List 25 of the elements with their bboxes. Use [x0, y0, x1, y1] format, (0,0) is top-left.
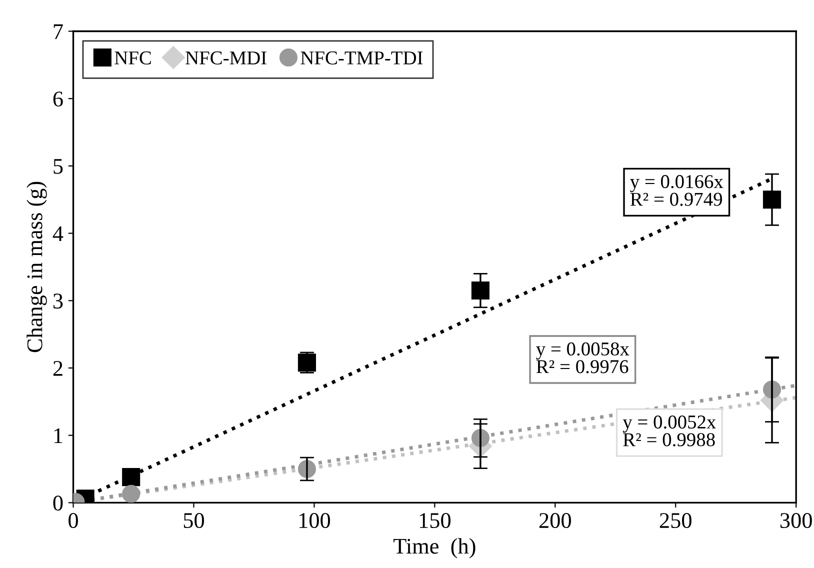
y-tick-label: 6 [53, 92, 63, 107]
annotation: y = 0.0058x R² = 0.9976 [536, 342, 630, 374]
annotation: y = 0.0052x R² = 0.9988 [622, 415, 716, 446]
x-tick-label: 0 [68, 513, 78, 528]
y-tick-label: 3 [53, 294, 63, 309]
x-axis-title: Time (h) [394, 538, 476, 558]
y-axis-title: Change in mass (g) [26, 182, 47, 352]
y-tick-label: 2 [53, 360, 62, 376]
y-tick-label: 0 [53, 496, 63, 511]
legend-label: NFC-MDI [186, 51, 266, 64]
x-tick-label: 200 [539, 513, 571, 528]
legend-label: NFC-TMP-TDI [300, 51, 423, 64]
y-tick-label: 7 [54, 24, 63, 39]
x-tick-label: 250 [660, 513, 692, 528]
annotation: y = 0.0166x R² = 0.9749 [630, 175, 724, 206]
x-tick-label: 100 [299, 513, 330, 528]
x-tick-label: 150 [420, 513, 450, 528]
point [122, 484, 140, 503]
y-tick-label: 4 [52, 226, 64, 241]
y-tick-label: 1 [54, 428, 62, 444]
point [122, 468, 140, 486]
legend-label: NFC [114, 51, 151, 64]
x-tick-label: 300 [780, 513, 812, 528]
x-tick-label: 50 [184, 513, 204, 528]
y-tick-label: 5 [54, 159, 63, 174]
